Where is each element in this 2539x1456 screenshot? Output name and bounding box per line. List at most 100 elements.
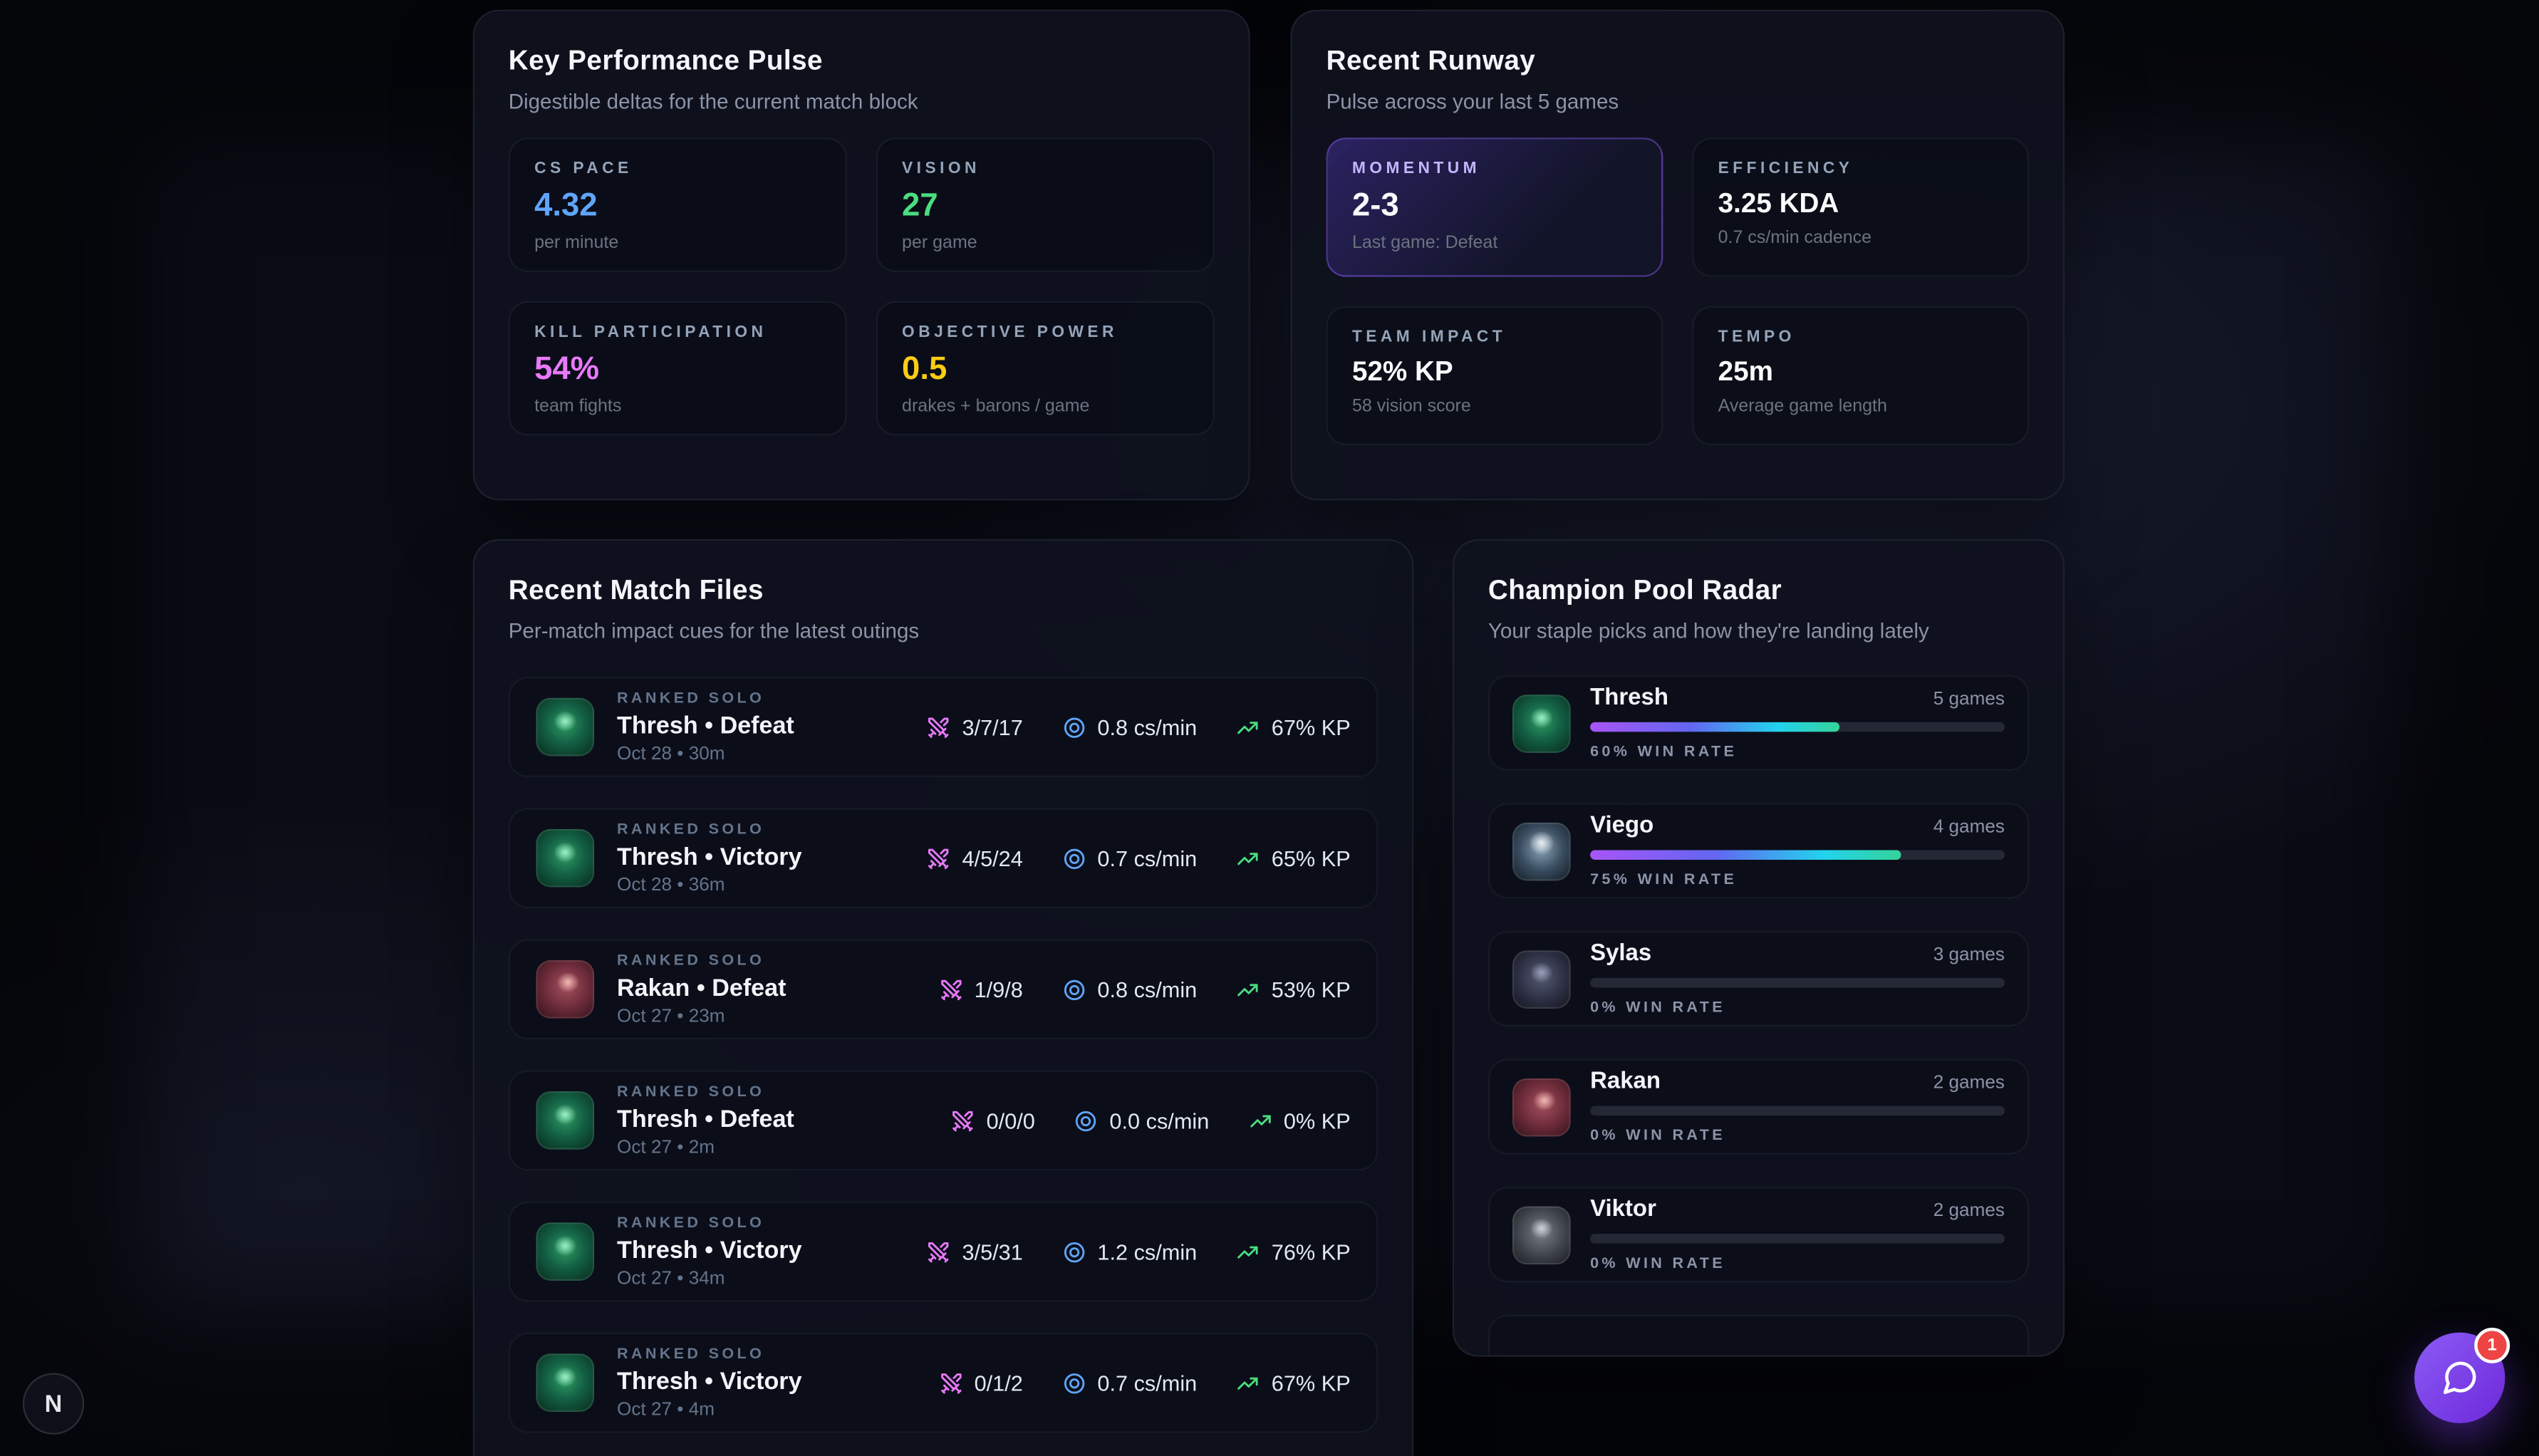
win-rate-label: 75% WIN RATE <box>1590 870 1738 889</box>
champion-icon <box>1512 1077 1571 1136</box>
win-rate-fill <box>1590 850 1901 860</box>
kp-stat: 53% KP <box>1236 977 1351 1002</box>
kp-value: 76% KP <box>1271 1239 1351 1264</box>
stat-caption: per minute <box>534 233 619 253</box>
champion-icon <box>536 960 595 1019</box>
queue-label: RANKED SOLO <box>617 690 765 708</box>
card-subtitle: Digestible deltas for the current match … <box>508 89 918 114</box>
champion-row[interactable]: Viktor 2 games 0% WIN RATE <box>1487 1187 2030 1283</box>
match-info: RANKED SOLO Thresh • Victory Oct 28 • 36… <box>617 821 926 895</box>
match-stats: 0/0/0 0.0 cs/min 0% KP <box>951 1108 1351 1133</box>
champion-row[interactable]: Sylas 3 games 0% WIN RATE <box>1487 930 2030 1027</box>
match-date: Oct 27 • 2m <box>617 1138 715 1158</box>
card-subtitle: Per-match impact cues for the latest out… <box>508 618 920 643</box>
stat-label: VISION <box>902 160 980 179</box>
match-stats: 0/1/2 0.7 cs/min 67% KP <box>939 1371 1351 1395</box>
champion-name: Viktor <box>1590 1196 1656 1223</box>
card-title: Recent Runway <box>1326 45 1536 76</box>
trend-up-icon <box>1250 1114 1271 1127</box>
stat-value: 27 <box>902 187 938 224</box>
champion-header: Sylas 3 games <box>1590 941 2005 967</box>
match-result: Thresh • Defeat <box>617 1106 794 1134</box>
match-row[interactable]: RANKED SOLO Thresh • Defeat Oct 27 • 2m … <box>508 1070 1378 1171</box>
cs-value: 0.7 cs/min <box>1097 1371 1198 1395</box>
win-rate-label: 60% WIN RATE <box>1590 743 1738 761</box>
queue-label: RANKED SOLO <box>617 1214 765 1232</box>
match-stats: 4/5/24 0.7 cs/min 65% KP <box>926 846 1351 870</box>
cs-stat: 0.7 cs/min <box>1061 1371 1197 1395</box>
crossed-swords-icon <box>928 717 949 737</box>
queue-label: RANKED SOLO <box>617 821 765 839</box>
recent-runway-card: Recent Runway Pulse across your last 5 g… <box>1290 9 2065 501</box>
match-date: Oct 28 • 30m <box>617 744 725 764</box>
cs-value: 0.8 cs/min <box>1097 714 1198 739</box>
stat-caption: team fights <box>534 396 622 417</box>
kda-stat: 0/1/2 <box>939 1371 1023 1395</box>
chat-button[interactable]: 1 <box>2414 1327 2511 1423</box>
match-date: Oct 28 • 36m <box>617 875 725 895</box>
champion-info: Rakan 2 games 0% WIN RATE <box>1590 1068 2005 1145</box>
trend-up-icon <box>1237 1245 1259 1258</box>
target-icon <box>1064 848 1084 868</box>
stat-value: 2-3 <box>1351 187 1399 224</box>
champion-pool-card: Champion Pool Radar Your staple picks an… <box>1452 539 2065 1357</box>
app-logo-letter: N <box>44 1390 63 1418</box>
cs-stat: 0.8 cs/min <box>1061 715 1197 739</box>
stat-tile-vision: VISION 27 per game <box>876 137 1215 272</box>
match-row[interactable]: RANKED SOLO Thresh • Victory Oct 28 • 36… <box>508 808 1378 909</box>
games-count: 5 games <box>1933 690 2005 709</box>
champion-icon <box>536 1353 595 1413</box>
card-title: Champion Pool Radar <box>1487 574 1782 606</box>
match-info: RANKED SOLO Thresh • Defeat Oct 27 • 2m <box>617 1083 951 1158</box>
match-date: Oct 27 • 34m <box>617 1269 725 1289</box>
stat-label: EFFICIENCY <box>1718 160 1854 179</box>
kp-value: 65% KP <box>1271 846 1351 870</box>
kp-value: 67% KP <box>1271 714 1351 739</box>
stat-tile-team-impact: TEAM IMPACT 52% KP 58 vision score <box>1326 306 1663 446</box>
champion-row[interactable]: Rakan 2 games 0% WIN RATE <box>1487 1059 2030 1155</box>
match-result: Thresh • Victory <box>617 1368 802 1396</box>
stat-caption: per game <box>902 233 977 253</box>
kp-value: 67% KP <box>1271 1371 1351 1395</box>
match-stats: 3/5/31 1.2 cs/min 76% KP <box>926 1239 1351 1264</box>
trend-up-icon <box>1237 852 1259 865</box>
champion-row-partial[interactable] <box>1487 1314 2030 1356</box>
match-row[interactable]: RANKED SOLO Thresh • Defeat Oct 28 • 30m… <box>508 677 1378 778</box>
match-row[interactable]: RANKED SOLO Rakan • Defeat Oct 27 • 23m … <box>508 939 1378 1040</box>
stat-value: 0.5 <box>902 351 947 388</box>
champion-row[interactable]: Thresh 5 games 60% WIN RATE <box>1487 675 2030 771</box>
match-info: RANKED SOLO Rakan • Defeat Oct 27 • 23m <box>617 952 939 1027</box>
win-rate-bar <box>1590 1234 2005 1244</box>
games-count: 3 games <box>1933 945 2005 965</box>
stat-label: TEAM IMPACT <box>1351 328 1507 347</box>
stat-tile-momentum: MOMENTUM 2-3 Last game: Defeat <box>1326 137 1663 277</box>
champion-name: Rakan <box>1590 1068 1661 1095</box>
match-row[interactable]: RANKED SOLO Thresh • Victory Oct 27 • 34… <box>508 1201 1378 1302</box>
app-logo[interactable]: N <box>22 1373 85 1435</box>
stat-value: 3.25 KDA <box>1718 187 1839 219</box>
chat-badge: 1 <box>2474 1327 2511 1363</box>
kda-value: 1/9/8 <box>974 977 1023 1002</box>
stat-value: 4.32 <box>534 187 598 224</box>
kp-stat: 76% KP <box>1236 1239 1351 1264</box>
match-result: Thresh • Defeat <box>617 712 794 740</box>
champion-row[interactable]: Viego 4 games 75% WIN RATE <box>1487 803 2030 899</box>
cs-value: 1.2 cs/min <box>1097 1239 1198 1264</box>
kda-stat: 0/0/0 <box>951 1108 1035 1133</box>
kp-stat: 65% KP <box>1236 846 1351 870</box>
win-rate-label: 0% WIN RATE <box>1590 1127 1725 1145</box>
kp-value: 53% KP <box>1271 977 1351 1002</box>
match-row[interactable]: RANKED SOLO Thresh • Victory Oct 27 • 4m… <box>508 1332 1378 1433</box>
target-icon <box>1064 979 1084 1000</box>
kda-stat: 1/9/8 <box>939 977 1023 1002</box>
recent-match-files-card: Recent Match Files Per-match impact cues… <box>472 539 1414 1456</box>
champion-name: Thresh <box>1590 685 1668 711</box>
stat-caption: Average game length <box>1718 396 1887 417</box>
stat-label: KILL PARTICIPATION <box>534 323 767 342</box>
cs-stat: 0.0 cs/min <box>1074 1108 1209 1133</box>
kda-value: 3/5/31 <box>962 1239 1023 1264</box>
card-subtitle: Your staple picks and how they're landin… <box>1487 618 1929 643</box>
crossed-swords-icon <box>940 979 961 1000</box>
champion-icon <box>536 1091 595 1150</box>
